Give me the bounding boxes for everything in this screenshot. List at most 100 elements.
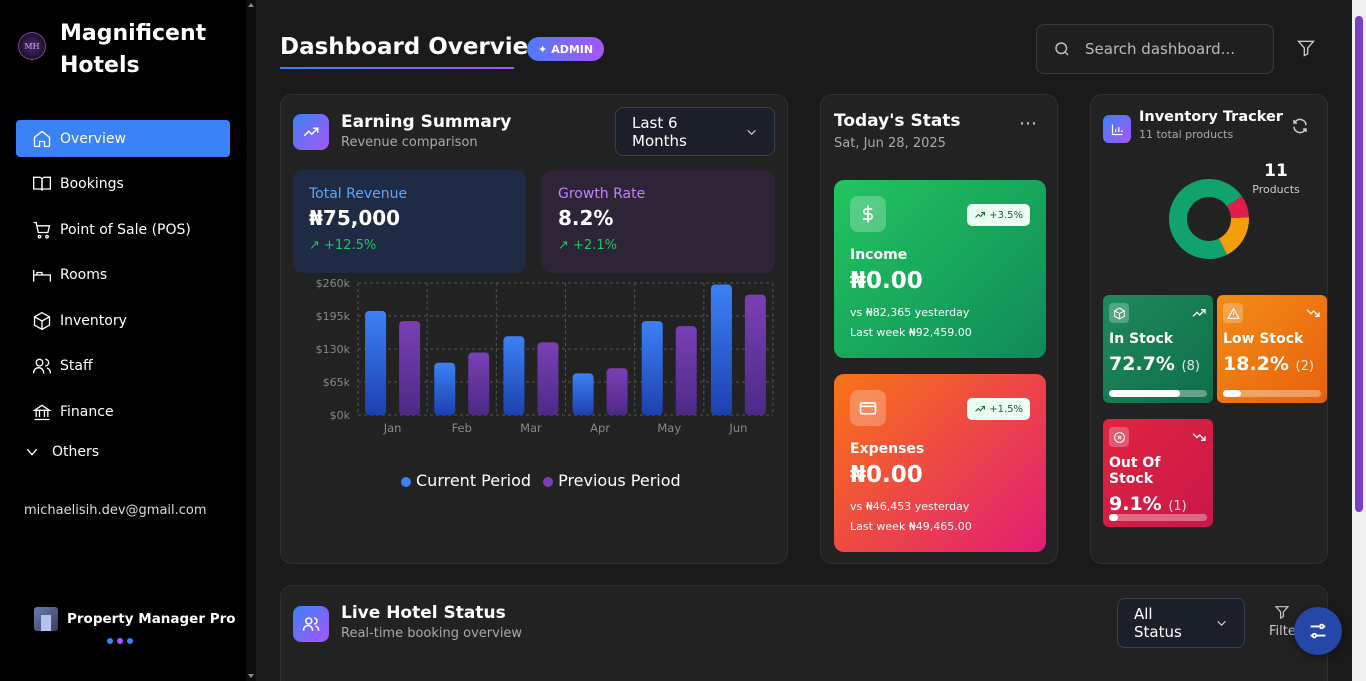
- brand-block[interactable]: MH Magnificent Hotels: [18, 18, 220, 82]
- low-stock-count: (2): [1295, 359, 1314, 374]
- income-comparison: vs ₦82,365 yesterday Last week ₦92,459.0…: [850, 303, 1030, 343]
- bar-previous-jan[interactable]: [399, 321, 421, 415]
- sidebar-item-staff[interactable]: Staff: [16, 348, 230, 385]
- donut-slice-in-stock[interactable]: [1169, 179, 1242, 259]
- sidebar-item-pos[interactable]: Point of Sale (POS): [16, 211, 230, 248]
- sidebar-item-rooms[interactable]: Rooms: [16, 257, 230, 294]
- chevron-down-icon: [26, 448, 38, 456]
- bar-current-mar[interactable]: [503, 336, 525, 415]
- filter-icon: [1275, 606, 1290, 619]
- out-of-stock-count: (1): [1168, 499, 1187, 514]
- sidebar-scrollbar[interactable]: [246, 0, 256, 681]
- legend-current-label: Current Period: [416, 471, 532, 490]
- legend-previous[interactable]: Previous Period: [543, 471, 681, 490]
- status-filter-select[interactable]: All Status: [1117, 598, 1245, 648]
- bar-previous-jun[interactable]: [744, 294, 766, 415]
- legend-current[interactable]: Current Period: [401, 471, 531, 490]
- low-stock-progress: [1223, 390, 1321, 397]
- filter-icon: [1297, 40, 1315, 57]
- trending-up-icon: [1191, 305, 1207, 321]
- sidebar-others-toggle[interactable]: Others: [24, 444, 99, 460]
- filter-button[interactable]: [1296, 38, 1318, 60]
- brand-name: Magnificent Hotels: [60, 21, 207, 78]
- search-box[interactable]: [1036, 24, 1274, 74]
- dollar-icon: [850, 196, 886, 232]
- page-title: Dashboard Overview: [280, 34, 550, 60]
- donut-slice-low-stock[interactable]: [1218, 217, 1249, 255]
- scroll-down-arrow[interactable]: [248, 674, 254, 678]
- scroll-up-arrow[interactable]: [248, 3, 254, 7]
- y-tick-label: $260k: [316, 277, 351, 290]
- income-vs-yesterday: vs ₦82,365 yesterday: [850, 306, 970, 319]
- out-of-stock-tile[interactable]: Out Of Stock 9.1% (1): [1103, 419, 1213, 527]
- income-card: +3.5% Income ₦0.00 vs ₦82,365 yesterday …: [834, 180, 1046, 358]
- in-stock-progress-fill: [1109, 390, 1181, 397]
- expenses-label: Expenses: [850, 441, 925, 457]
- settings-fab[interactable]: [1294, 607, 1342, 655]
- today-title: Today's Stats: [834, 111, 961, 131]
- live-filter-button[interactable]: Filte: [1269, 604, 1296, 639]
- in-stock-label: In Stock: [1109, 331, 1174, 347]
- low-stock-percent: 18.2% (2): [1223, 353, 1321, 375]
- product-count-value: 11: [1264, 161, 1288, 181]
- in-stock-progress: [1109, 390, 1207, 397]
- donut-slice-out-of-stock[interactable]: [1227, 196, 1249, 219]
- property-manager-label: Property Manager Pro: [67, 611, 236, 627]
- bar-previous-mar[interactable]: [537, 342, 559, 415]
- sidebar-item-label: Finance: [60, 403, 114, 420]
- income-amount: ₦0.00: [850, 268, 923, 294]
- product-count-label: Products: [1252, 183, 1300, 196]
- bar-current-apr[interactable]: [572, 373, 594, 415]
- live-hotel-status-card: Live Hotel Status Real-time booking over…: [280, 585, 1328, 681]
- bar-current-jun[interactable]: [710, 284, 732, 415]
- growth-rate-change: ↗ +2.1%: [558, 238, 617, 253]
- bar-current-jan[interactable]: [365, 310, 387, 415]
- expenses-vs-yesterday: vs ₦46,453 yesterday: [850, 500, 970, 513]
- inventory-header: Inventory Tracker 11 total products: [1139, 109, 1283, 141]
- bar-previous-apr[interactable]: [606, 368, 628, 415]
- cart-icon: [33, 221, 51, 239]
- expenses-amount: ₦0.00: [850, 462, 923, 488]
- out-of-stock-label: Out Of Stock: [1109, 455, 1161, 487]
- x-tick-label: Jan: [383, 421, 402, 435]
- low-stock-tile[interactable]: Low Stock 18.2% (2): [1217, 295, 1327, 403]
- box-icon: [33, 311, 51, 330]
- search-input[interactable]: [1085, 40, 1265, 58]
- low-stock-pct: 18.2%: [1223, 353, 1289, 375]
- bank-icon: [32, 404, 52, 420]
- user-email: michaelisih.dev@gmail.com: [24, 503, 207, 518]
- hotel-logo: MH: [18, 32, 46, 60]
- refresh-icon[interactable]: [1291, 117, 1309, 139]
- revenue-bar-chart: $0k $65k $130k $195k $260k Jan Feb Mar Apr May Jun: [316, 277, 774, 435]
- sidebar-item-bookings[interactable]: Bookings: [16, 166, 230, 203]
- total-revenue-label: Total Revenue: [309, 186, 408, 202]
- low-stock-label: Low Stock: [1223, 331, 1304, 347]
- legend-dot-previous: [543, 476, 554, 487]
- today-header: Today's Stats Sat, Jun 28, 2025: [834, 111, 961, 151]
- bar-current-feb[interactable]: [434, 362, 456, 415]
- sidebar-item-finance[interactable]: Finance: [16, 393, 230, 430]
- bar-previous-may[interactable]: [675, 326, 697, 415]
- bar-chart-icon: [1103, 115, 1131, 143]
- x-tick-label: May: [657, 421, 681, 435]
- expenses-change: +1.5%: [989, 403, 1023, 415]
- y-tick-label: $130k: [316, 343, 351, 356]
- product-count: 11 Products: [1251, 161, 1301, 196]
- sidebar-item-overview[interactable]: Overview: [16, 120, 230, 157]
- search-icon: [1055, 42, 1069, 56]
- inventory-title: Inventory Tracker: [1139, 109, 1283, 125]
- today-date: Sat, Jun 28, 2025: [834, 136, 946, 151]
- users-icon: [33, 358, 51, 374]
- total-revenue-change-value: +12.5%: [324, 238, 377, 253]
- in-stock-tile[interactable]: In Stock 72.7% (8): [1103, 295, 1213, 403]
- total-revenue-value: ₦75,000: [309, 206, 401, 230]
- total-revenue-change: ↗ +12.5%: [309, 238, 377, 253]
- page-scrollbar[interactable]: [1352, 0, 1366, 681]
- sidebar-item-inventory[interactable]: Inventory: [16, 302, 230, 339]
- bar-previous-feb[interactable]: [468, 352, 490, 415]
- bar-current-may[interactable]: [641, 321, 663, 415]
- more-options-icon[interactable]: ⋯: [1019, 113, 1037, 134]
- page-scrollbar-thumb[interactable]: [1355, 16, 1363, 512]
- period-select[interactable]: Last 6 Months: [615, 107, 775, 156]
